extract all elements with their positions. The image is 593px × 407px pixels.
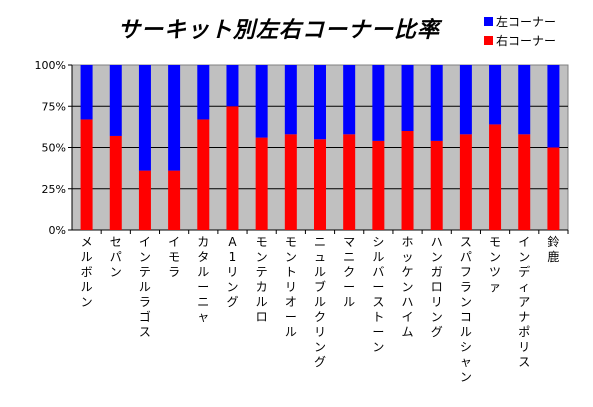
bar-segment <box>401 65 414 131</box>
bar-segment <box>197 65 210 120</box>
bar-segment <box>80 119 93 230</box>
legend-swatch-left <box>484 17 493 26</box>
legend: 左コーナー 右コーナー <box>484 12 556 50</box>
x-tick-label: シルバーストーン <box>372 235 384 354</box>
bar-segment <box>547 147 560 230</box>
bar-segment <box>109 135 122 230</box>
x-tick-label: ニュルブルクリング <box>314 235 326 369</box>
legend-item-left: 左コーナー <box>484 12 556 31</box>
bar-segment <box>255 65 268 138</box>
y-tick-label: 100% <box>35 59 66 72</box>
bar-segment <box>372 65 385 141</box>
x-tick-label: ホッケンハイム <box>402 235 414 339</box>
bar-segment <box>547 65 560 148</box>
x-tick-label: インテルラゴス <box>139 235 151 339</box>
bar-segment <box>314 65 326 140</box>
bar-segment <box>459 65 472 135</box>
bar-segment <box>138 65 151 171</box>
bar-segment <box>343 65 356 135</box>
bar-segment <box>168 65 181 171</box>
bar-segment <box>518 65 531 135</box>
y-tick-label: 75% <box>42 100 66 113</box>
x-tick-label: スパフランコルシャン <box>460 235 472 384</box>
x-tick-label: モンテカルロ <box>256 235 268 324</box>
x-tick-label: インディアナポリス <box>518 235 530 369</box>
bar-segment <box>372 140 385 230</box>
legend-item-right: 右コーナー <box>484 31 556 50</box>
y-tick-label: 25% <box>42 183 66 196</box>
y-tick-label: 50% <box>42 142 66 155</box>
bar-segment <box>138 170 151 230</box>
legend-label-left: 左コーナー <box>496 15 557 29</box>
x-tick-label: カタルーニャ <box>197 235 209 324</box>
bar-segment <box>284 65 297 135</box>
bar-segment <box>226 106 239 230</box>
x-tick-label: イモラ <box>168 235 180 279</box>
bar-segment <box>430 65 443 141</box>
bar-segment <box>489 124 502 230</box>
bar-segment <box>489 65 502 125</box>
legend-swatch-right <box>484 36 493 45</box>
bar-segment <box>314 139 326 230</box>
bar-segment <box>168 170 181 230</box>
x-tick-label: A 1 リング <box>226 235 238 309</box>
bar-segment <box>197 119 210 230</box>
bar-segment <box>255 137 268 230</box>
bar-segment <box>401 131 414 230</box>
x-tick-label: モントリオール <box>285 235 297 339</box>
chart-title: サーキット別左右コーナー比率 <box>118 18 441 43</box>
bar-segment <box>226 65 239 107</box>
x-tick-label: 鈴鹿 <box>547 234 559 264</box>
bar-segment <box>518 134 531 230</box>
bar-segment <box>284 134 297 230</box>
x-tick-label: ハンガロリング <box>431 235 443 339</box>
bar-segment <box>430 140 443 230</box>
x-tick-label: セパン <box>110 235 122 279</box>
y-tick-label: 0% <box>49 224 66 237</box>
bar-segment <box>343 134 356 230</box>
x-tick-label: マニクール <box>343 235 355 309</box>
legend-label-right: 右コーナー <box>496 34 557 48</box>
x-tick-label: メルボルン <box>81 235 93 309</box>
bar-segment <box>80 65 93 120</box>
bar-segment <box>109 65 122 136</box>
bar-segment <box>459 134 472 230</box>
x-tick-label: モンツァ <box>489 235 501 294</box>
